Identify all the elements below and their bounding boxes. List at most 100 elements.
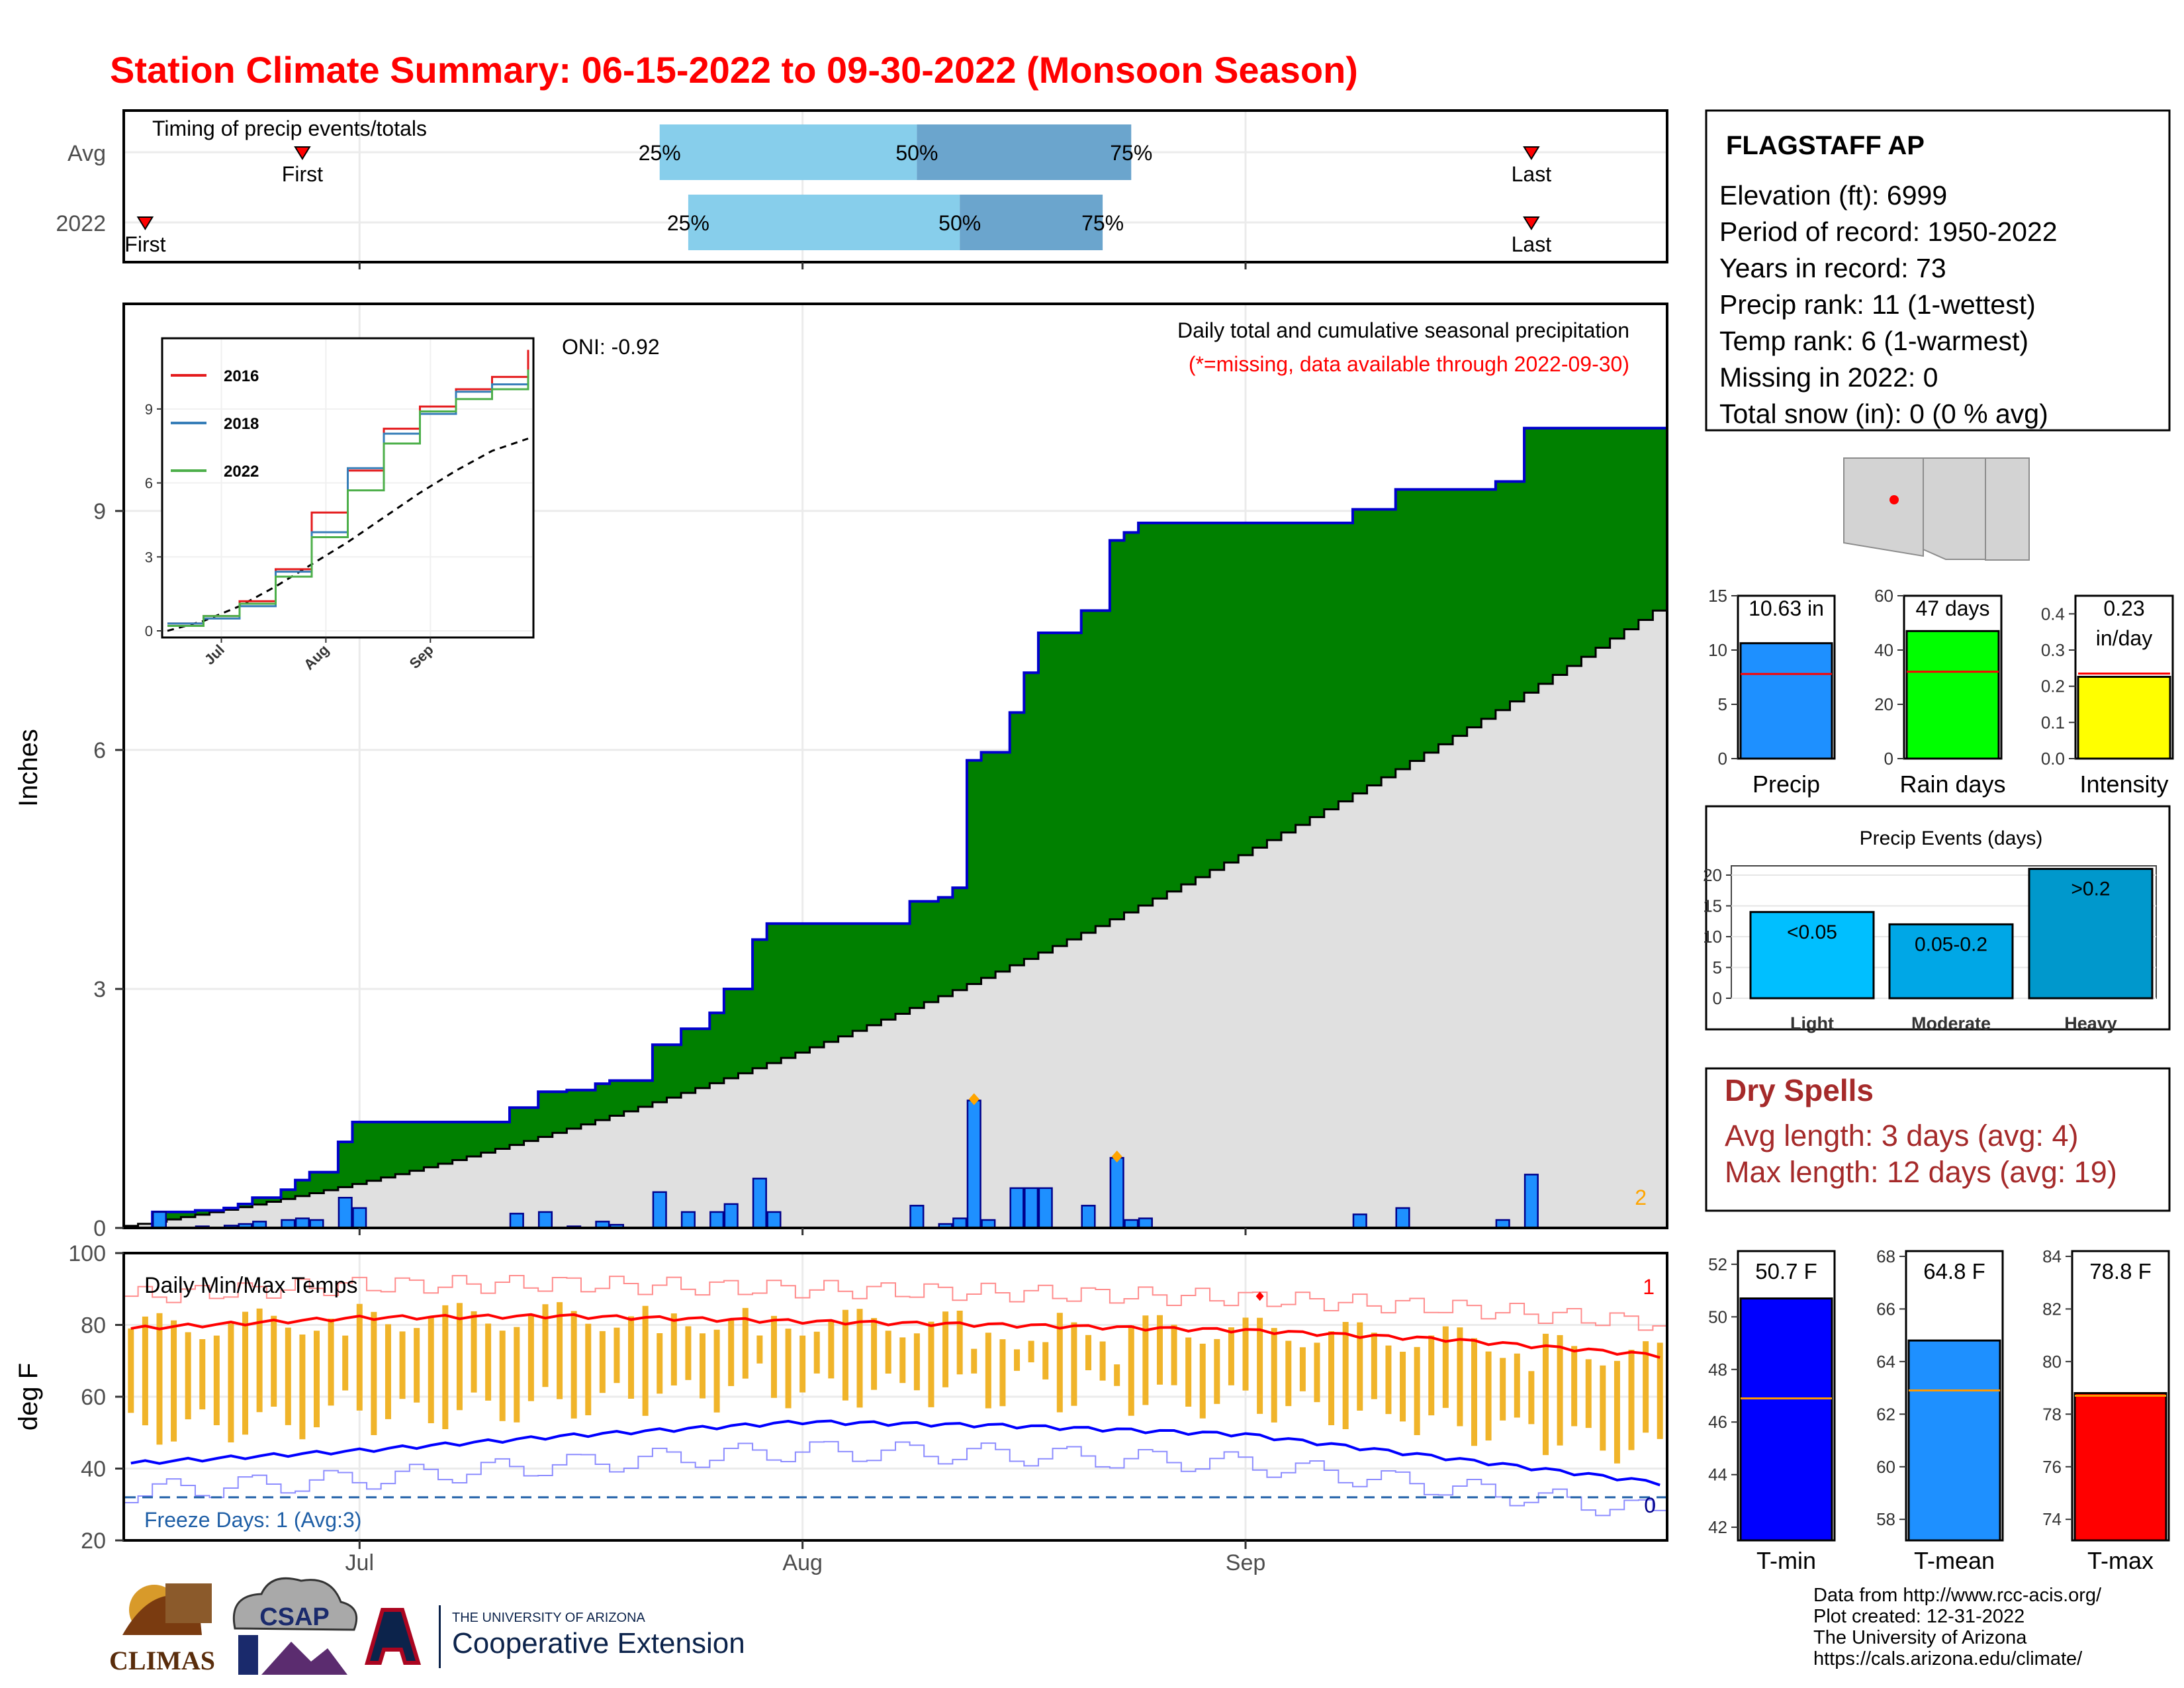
ua-small-text: THE UNIVERSITY OF ARIZONA xyxy=(452,1611,646,1625)
csap-mountains xyxy=(261,1642,347,1675)
temp-title: Daily Min/Max Temps xyxy=(144,1273,357,1298)
temp-y-tick-label: 80 xyxy=(81,1313,106,1338)
events-title: Precip Events (days) xyxy=(1860,827,2043,849)
summary-y-tick-label: 5 xyxy=(1718,694,1727,714)
x-tick-label: Sep xyxy=(1226,1550,1266,1575)
timing-label-75: 75% xyxy=(1081,211,1124,235)
temp-summary-bar-t-min xyxy=(1739,1297,1833,1542)
daily-precip-bar xyxy=(1524,1174,1539,1229)
summary-y-tick-label: 0 xyxy=(1718,749,1727,769)
precip-y-tick-label: 9 xyxy=(93,499,106,524)
inset-y-tick-label: 3 xyxy=(145,549,153,565)
temp-summary-y-tick-label: 46 xyxy=(1708,1412,1727,1432)
inset-y-tick-label: 0 xyxy=(145,623,153,639)
temp-y-axis-title: deg F xyxy=(14,1363,43,1430)
summary-bars: 0 5 10 15 Precip 10.63 in 0 20 40 60 Rain days 47 d… xyxy=(1708,586,2174,798)
station-missing: Missing in 2022: 0 xyxy=(1719,362,1938,393)
timing-panel: Timing of precip events/totals Avg 2022 … xyxy=(56,109,1668,263)
precip-y-tick-label: 0 xyxy=(93,1216,106,1241)
summary-value-label: 0.23 xyxy=(2103,596,2144,620)
summary-y-tick-label: 0.0 xyxy=(2041,749,2065,769)
ua-main-text: Cooperative Extension xyxy=(452,1627,745,1660)
events-category-label: Light xyxy=(1790,1013,1834,1033)
ua-block-a xyxy=(365,1608,422,1665)
temp-top-count: 1 xyxy=(1643,1275,1655,1299)
inset-legend-label: 2022 xyxy=(224,463,259,481)
summary-y-tick-label: 0.4 xyxy=(2041,604,2065,624)
timing-first-label: First xyxy=(282,162,323,186)
record-high-line xyxy=(124,1274,1667,1331)
temp-summary-label: T-min xyxy=(1756,1547,1816,1574)
summary-bar-intensity xyxy=(2077,675,2171,760)
precip-missing-note: (*=missing, data available through 2022-… xyxy=(1189,352,1629,376)
x-tick-label: Aug xyxy=(782,1550,823,1575)
daily-precip-bar xyxy=(709,1211,725,1229)
csap-logo: CSAP xyxy=(232,1577,358,1675)
timing-labels: 25% 50% 75% First Last 25% 50% 75% First Last xyxy=(124,141,1551,256)
inset-series-line-2022 xyxy=(167,369,529,628)
station-location-marker xyxy=(1889,495,1899,504)
temp-summary-bars: 42 44 46 48 50 52 50.7 F T-min 58 60 62 64 66 68 64.8 … xyxy=(1708,1246,2170,1574)
inset-y-tick-label: 9 xyxy=(145,401,153,418)
events-bar-value-label: <0.05 xyxy=(1787,921,1837,943)
summary-y-tick-label: 60 xyxy=(1874,586,1893,606)
dry-spells-title: Dry Spells xyxy=(1725,1073,1874,1107)
events-bar-value-label: >0.2 xyxy=(2071,878,2110,900)
temp-summary-y-tick-label: 76 xyxy=(2042,1457,2062,1477)
credit-plot-created: Plot created: 12-31-2022 xyxy=(1813,1606,2025,1627)
events-bar-heavy xyxy=(2028,868,2154,1000)
timing-label-25: 25% xyxy=(639,141,681,165)
timing-title: Timing of precip events/totals xyxy=(152,117,427,140)
daily-precip-marker xyxy=(968,1093,979,1105)
precip-areas xyxy=(124,426,1667,1229)
summary-bar-label: Intensity xyxy=(2079,771,2168,798)
summary-y-tick-label: 0.2 xyxy=(2041,677,2065,696)
dry-spells-box xyxy=(1705,1067,2171,1212)
summary-y-tick-label: 0 xyxy=(1884,749,1893,769)
page-title: Station Climate Summary: 06-15-2022 to 0… xyxy=(110,49,1358,91)
daily-precip-bar xyxy=(952,1217,968,1229)
daily-precip-bar xyxy=(1081,1205,1096,1229)
arizona-map xyxy=(1843,457,2036,562)
precip-y-tick-label: 3 xyxy=(93,977,106,1002)
station-elevation: Elevation (ft): 6999 xyxy=(1719,180,1948,211)
timing-label-75: 75% xyxy=(1110,141,1152,165)
temp-y-tick-label: 40 xyxy=(81,1457,106,1482)
temp-summary-y-tick-label: 74 xyxy=(2042,1509,2062,1529)
inset-legend-label: 2018 xyxy=(224,415,259,433)
inset-legend-label: 2016 xyxy=(224,367,259,385)
station-precip-rank: Precip rank: 11 (1-wettest) xyxy=(1719,289,2036,320)
inset-lines xyxy=(167,350,529,632)
dry-spells-avg-length: Avg length: 3 days (avg: 4) xyxy=(1725,1119,2079,1152)
daily-precip-marker xyxy=(1111,1150,1122,1163)
daily-precip-bar xyxy=(1038,1187,1053,1229)
events-y-tick-label: 5 xyxy=(1713,957,1722,977)
temp-summary-y-tick-label: 78 xyxy=(2042,1404,2062,1424)
x-axis: Jul Aug Sep xyxy=(345,262,1266,1575)
events-y-tick-label: 15 xyxy=(1703,896,1722,915)
summary-bar-label: Rain days xyxy=(1899,771,2005,798)
temp-summary-value-label: 64.8 F xyxy=(1923,1259,1985,1284)
dry-spells-max-length: Max length: 12 days (avg: 19) xyxy=(1725,1155,2117,1189)
temp-y-tick-label: 100 xyxy=(68,1241,106,1266)
precip-events-panel: Precip Events (days) 05101520<0.05Light0… xyxy=(1703,805,2171,1033)
timing-bars xyxy=(659,124,1132,250)
temp-summary-y-tick-label: 50 xyxy=(1708,1307,1727,1327)
logos: CLIMAS CSAP THE UNIVERSITY OF ARIZONA Co… xyxy=(109,1577,745,1675)
freeze-days-label: Freeze Days: 1 (Avg:3) xyxy=(144,1508,361,1532)
credit-data-source: Data from http://www.rcc-acis.org/ xyxy=(1813,1585,2102,1606)
oni-value: ONI: -0.92 xyxy=(562,335,660,359)
daily-precip-bar xyxy=(652,1191,667,1229)
timing-last-label: Last xyxy=(1512,162,1552,186)
temp-summary-y-tick-label: 52 xyxy=(1708,1254,1727,1274)
daily-precip-bar xyxy=(152,1211,167,1229)
events-category-label: Heavy xyxy=(2064,1013,2117,1033)
average-max-line xyxy=(130,1313,1661,1359)
precip-y-tick-label: 6 xyxy=(93,738,106,763)
daily-precip-bar xyxy=(1138,1217,1153,1229)
cumulative-2022-line xyxy=(124,426,1667,1229)
daily-precip-bar xyxy=(509,1213,524,1229)
temp-y-tick-label: 20 xyxy=(81,1528,106,1554)
